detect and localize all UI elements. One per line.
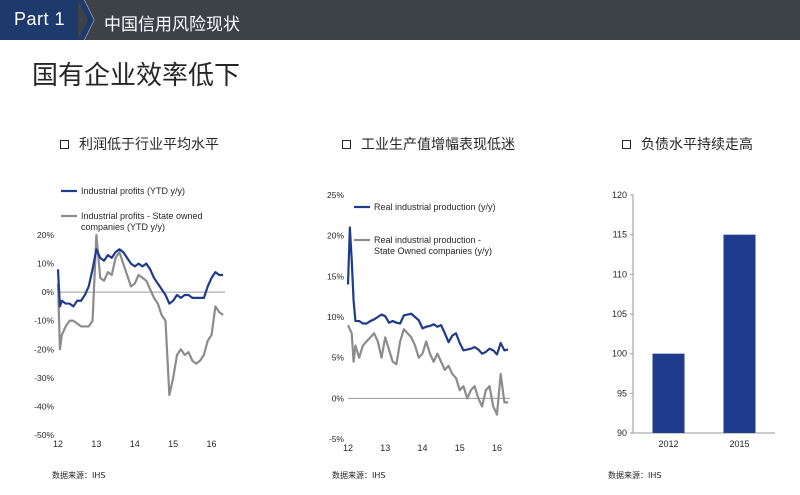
chevron-icon	[78, 0, 104, 40]
x-tick-label: 12	[343, 443, 353, 453]
checkbox-square-icon	[342, 139, 351, 149]
panel-title-text: 负债水平持续走高	[641, 137, 753, 153]
x-tick-label: 13	[380, 443, 390, 453]
x-tick-label: 2015	[729, 439, 749, 449]
y-tick-label: 90	[617, 428, 627, 438]
source-note: 数据来源：IHS	[52, 471, 106, 480]
y-tick-label: -5%	[329, 434, 345, 444]
source-note: 数据来源：IHS	[608, 471, 662, 480]
y-tick-label: 110	[613, 269, 627, 279]
legend-label: Real industrial production (y/y)	[374, 202, 496, 212]
legend-label: Industrial profits - State owned	[81, 211, 203, 221]
y-tick-label: 0%	[42, 287, 55, 297]
series-line	[346, 226, 509, 356]
page-title: 国有企业效率低下	[32, 61, 241, 91]
y-tick-label: -40%	[34, 401, 54, 411]
bar	[723, 234, 756, 433]
bar	[652, 353, 685, 433]
y-tick-label: -50%	[34, 430, 54, 440]
legend-label: companies (YTD y/y)	[81, 222, 165, 232]
x-tick-label: 15	[455, 443, 465, 453]
y-tick-label: 0%	[332, 393, 345, 403]
y-tick-label: 25%	[327, 190, 344, 200]
y-tick-label: 95	[617, 388, 627, 398]
x-tick-label: 14	[417, 443, 427, 453]
legend-label: State Owned companies (y/y)	[374, 246, 492, 256]
y-tick-label: 105	[612, 309, 627, 319]
x-tick-label: 16	[207, 439, 217, 449]
x-tick-label: 2012	[658, 439, 678, 449]
debt-chart: 120 115 110 105 100 95 90 2012 2015	[612, 190, 775, 449]
x-tick-label: 12	[53, 439, 63, 449]
y-tick-label: -30%	[34, 373, 54, 383]
x-tick-label: 15	[168, 439, 178, 449]
y-tick-label: 10%	[327, 312, 344, 322]
y-tick-label: 5%	[332, 353, 345, 363]
x-tick-label: 14	[130, 439, 140, 449]
part-label: Part 1	[14, 9, 66, 29]
y-tick-label: 100	[612, 349, 627, 359]
checkbox-square-icon	[622, 139, 631, 149]
series-line	[56, 233, 224, 397]
header-bar	[0, 0, 800, 40]
production-chart: 25% 20% 15% 10% 5% 0% -5%12 13 14 15 16 Real indust…	[327, 190, 510, 453]
source-note: 数据来源：IHS	[332, 471, 386, 480]
panel-title-text: 利润低于行业平均水平	[79, 137, 219, 153]
part-tab: Part 1	[0, 0, 78, 40]
y-tick-label: 10%	[37, 259, 54, 269]
profits-chart: 20% 10% 0% -10% -20% -30% -40% -50%12 13 14 15 16 In…	[34, 186, 225, 449]
y-tick-label: 115	[613, 230, 627, 240]
series-line	[346, 324, 509, 416]
y-tick-label: -10%	[34, 316, 54, 326]
y-tick-label: 15%	[327, 271, 344, 281]
x-tick-label: 16	[492, 443, 502, 453]
panel-title-profits: 利润低于行业平均水平	[60, 134, 219, 154]
y-tick-label: 20%	[37, 230, 54, 240]
section-title: 中国信用风险现状	[104, 15, 240, 35]
series-line	[56, 248, 224, 308]
panel-title-production: 工业生产值增幅表现低迷	[342, 134, 515, 154]
legend-label: Real industrial production -	[374, 235, 481, 245]
legend-label: Industrial profits (YTD y/y)	[81, 186, 185, 196]
x-tick-label: 13	[91, 439, 101, 449]
panel-title-debt: 负债水平持续走高	[622, 134, 753, 154]
y-tick-label: -20%	[34, 344, 54, 354]
y-tick-label: 120	[612, 190, 627, 200]
checkbox-square-icon	[60, 139, 69, 149]
panel-title-text: 工业生产值增幅表现低迷	[361, 137, 515, 153]
y-tick-label: 20%	[327, 231, 344, 241]
